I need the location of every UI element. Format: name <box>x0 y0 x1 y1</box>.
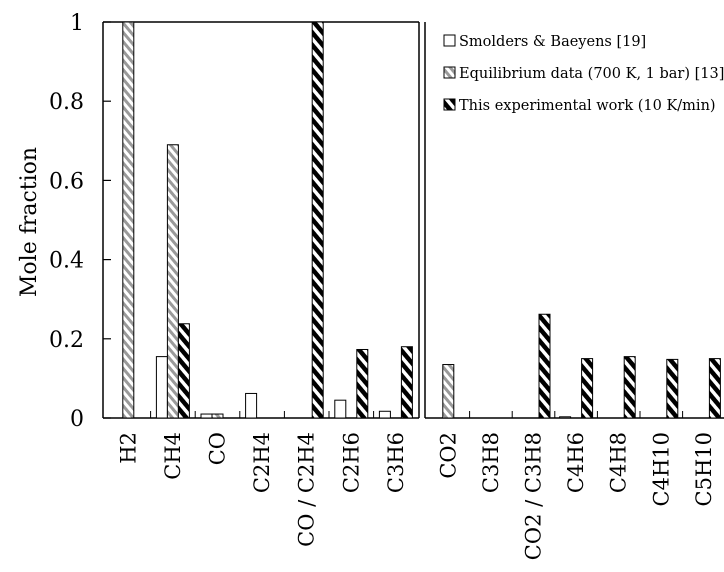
bar-ch4-series-3 <box>177 323 190 419</box>
bar-co-series-1 <box>200 413 213 419</box>
y-axis: 0 0.2 0.4 0.6 0.8 1 <box>49 11 111 432</box>
x-tick-label: CO / C2H4 <box>295 432 319 547</box>
bar-c2h4-series-1 <box>245 392 258 419</box>
y-axis-title: Mole fraction <box>17 147 42 297</box>
bar-co2-c3h8-series-3 <box>538 313 551 419</box>
y-tick-label: 0.2 <box>49 328 84 353</box>
x-tick-label: C4H10 <box>649 432 673 506</box>
y-tick-label: 0.8 <box>49 90 84 115</box>
bar-co-c2h4-series-3 <box>311 21 324 419</box>
bar-c4h10-series-3 <box>666 358 679 419</box>
x-tick-label: C3H6 <box>384 432 408 493</box>
bar-c3h6-series-1 <box>378 410 391 419</box>
bar-c4h6-series-1 <box>559 416 572 419</box>
x-tick-label: CO2 <box>436 432 460 479</box>
bar-c2h6-series-1 <box>334 399 347 419</box>
bar-c5h10-series-3 <box>708 358 721 419</box>
y-tick-label: 0.4 <box>49 249 84 274</box>
x-axis-labels: H2 CH4 CO C2H4 CO / C2H4 C2H6 C3H6 CO2 C3H8 CO2 /… <box>116 411 716 560</box>
legend-swatch-1 <box>443 34 456 47</box>
bar-co-series-2 <box>211 413 224 419</box>
x-tick-label: C3H8 <box>479 432 503 493</box>
bar-c2h6-series-3 <box>356 348 369 419</box>
legend-swatch-2 <box>443 66 456 79</box>
x-tick-label: CO <box>206 432 230 465</box>
bars <box>122 21 721 419</box>
bar-c3h6-series-3 <box>400 346 413 419</box>
x-tick-label: C2H4 <box>250 432 274 493</box>
legend-label-1: Smolders & Baeyens [19] <box>459 34 646 50</box>
bar-ch4-series-1 <box>155 356 168 419</box>
plot-frames <box>102 21 724 419</box>
x-tick-label: C5H10 <box>692 432 716 506</box>
bar-c4h6-series-3 <box>581 358 594 419</box>
legend-label-2: Equilibrium data (700 K, 1 bar) [13] <box>459 66 724 82</box>
bar-h2-series-2 <box>122 21 135 419</box>
x-tick-label: C4H8 <box>607 432 631 493</box>
bar-c4h8-series-3 <box>623 356 636 419</box>
x-tick-label: C4H6 <box>564 432 588 493</box>
legend-label-3: This experimental work (10 K/min) <box>459 98 716 114</box>
y-tick-label: 0.6 <box>49 169 84 194</box>
x-tick-label: C2H6 <box>339 432 363 493</box>
bar-co2-series-2 <box>442 364 455 419</box>
x-tick-label: H2 <box>116 432 140 464</box>
legend-swatch-3 <box>443 98 456 111</box>
legend: Smolders & Baeyens [19] Equilibrium data … <box>443 34 724 114</box>
y-tick-label: 1 <box>70 11 84 36</box>
y-tick-label: 0 <box>70 407 84 432</box>
x-tick-label: CO2 / C3H8 <box>522 432 546 560</box>
x-tick-label: CH4 <box>161 432 185 480</box>
bar-ch4-series-2 <box>166 144 179 419</box>
